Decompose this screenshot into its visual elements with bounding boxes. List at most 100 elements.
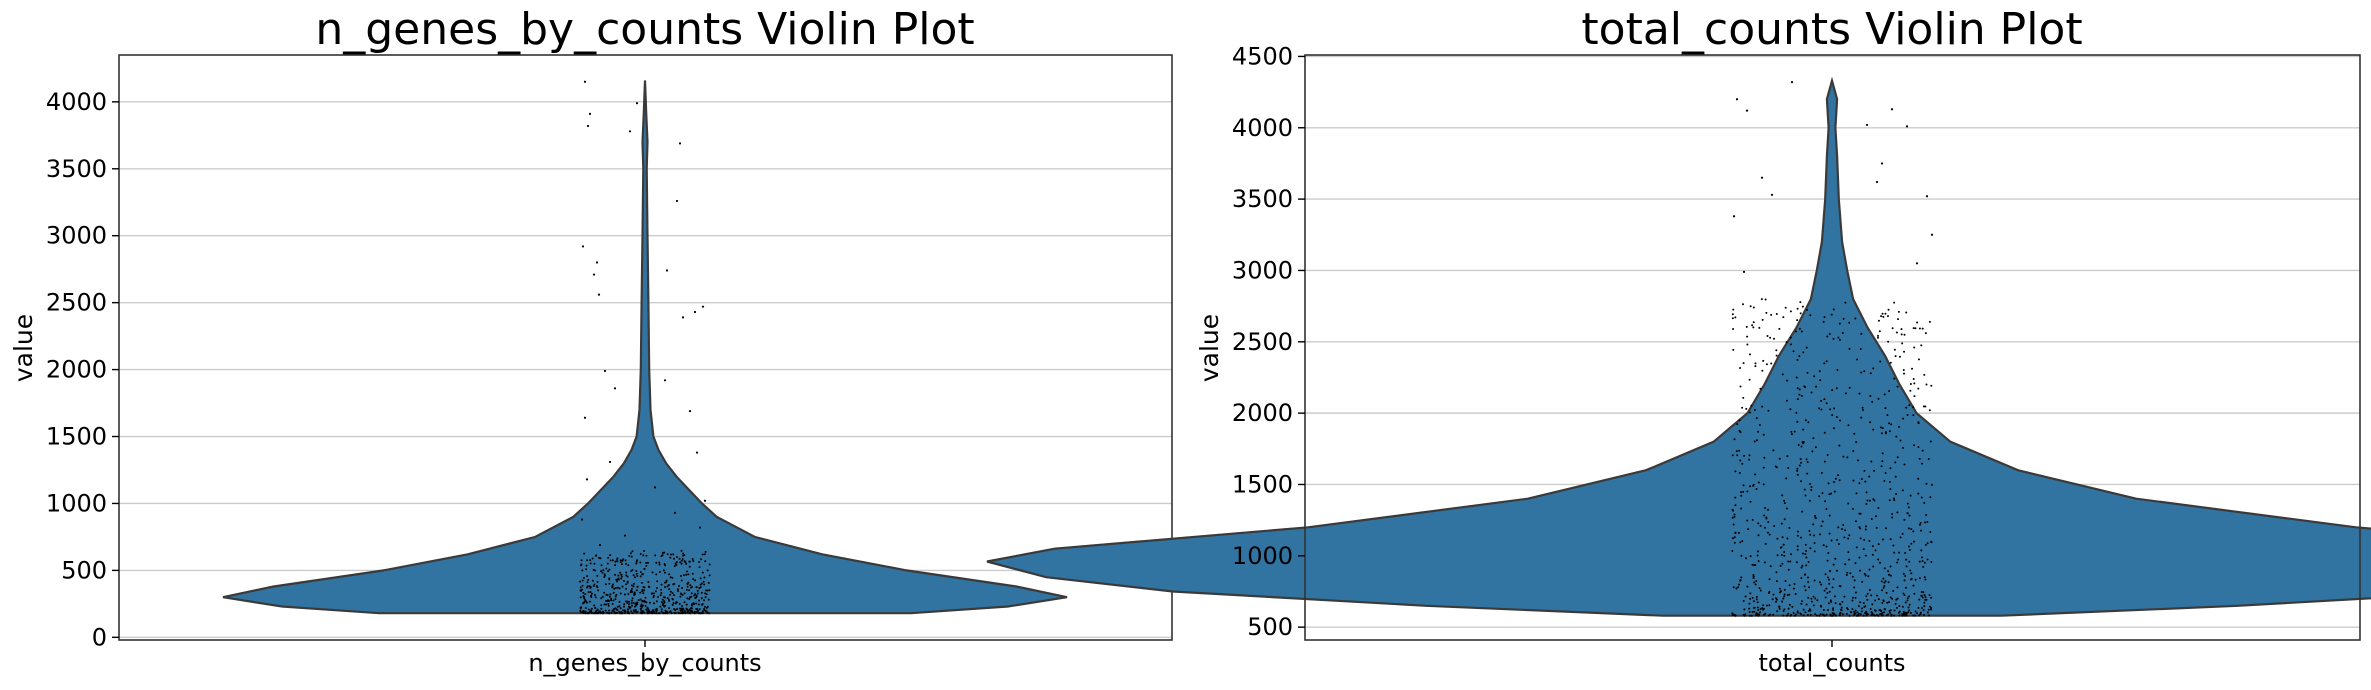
data-point xyxy=(673,511,677,514)
data-point xyxy=(1793,430,1796,433)
data-point xyxy=(1748,610,1751,613)
data-point xyxy=(639,571,642,574)
data-point xyxy=(1771,598,1774,601)
data-point xyxy=(1923,576,1926,579)
data-point xyxy=(1795,376,1798,379)
data-point xyxy=(579,609,582,612)
data-point xyxy=(1871,613,1874,616)
data-point xyxy=(1879,609,1882,612)
data-point xyxy=(1801,305,1804,308)
data-point xyxy=(1914,614,1917,617)
data-point xyxy=(1797,444,1800,447)
data-point xyxy=(589,591,592,594)
data-point xyxy=(1895,331,1898,334)
data-point xyxy=(651,609,654,612)
data-point xyxy=(1732,308,1735,311)
data-point xyxy=(685,562,688,565)
data-point xyxy=(1806,472,1809,475)
data-point xyxy=(606,611,609,614)
data-point xyxy=(1857,605,1860,608)
data-point xyxy=(1790,433,1793,436)
data-point xyxy=(1749,411,1752,414)
data-point xyxy=(1889,565,1892,568)
data-point xyxy=(1837,526,1840,529)
data-point xyxy=(586,612,589,615)
data-point xyxy=(1880,315,1883,318)
data-point xyxy=(693,594,696,597)
data-point xyxy=(1829,599,1832,602)
data-point xyxy=(1731,516,1734,519)
data-point xyxy=(1764,507,1767,510)
data-point xyxy=(1760,176,1764,179)
data-point xyxy=(679,561,682,564)
data-point xyxy=(628,554,631,557)
data-point xyxy=(1889,467,1892,470)
data-point xyxy=(1753,606,1756,609)
data-point xyxy=(1848,347,1851,350)
data-point xyxy=(1740,554,1743,557)
data-point xyxy=(1893,377,1896,380)
data-point xyxy=(1908,560,1911,563)
data-point xyxy=(1775,580,1778,583)
data-point xyxy=(1916,612,1919,615)
data-point xyxy=(1873,609,1876,612)
data-point xyxy=(1880,613,1883,616)
data-point xyxy=(1825,360,1828,363)
data-point xyxy=(1746,519,1749,522)
data-point xyxy=(1914,578,1917,581)
data-point xyxy=(1904,586,1907,589)
data-point xyxy=(1770,362,1773,365)
data-point xyxy=(1826,608,1829,611)
data-point xyxy=(1762,466,1765,469)
data-point xyxy=(1804,611,1807,614)
data-point xyxy=(586,581,589,584)
data-point xyxy=(665,579,668,582)
data-point xyxy=(1918,327,1921,330)
data-point xyxy=(1830,614,1833,617)
y-tick-label: 4000 xyxy=(46,88,107,116)
data-point xyxy=(1765,517,1768,520)
data-point xyxy=(1757,522,1760,525)
data-point xyxy=(1889,611,1892,614)
data-point xyxy=(641,612,644,615)
data-point xyxy=(1790,553,1793,556)
data-point xyxy=(1913,540,1916,543)
data-point xyxy=(1807,609,1810,612)
data-point xyxy=(1830,539,1833,542)
data-point xyxy=(696,589,699,592)
data-point xyxy=(695,595,698,598)
data-point xyxy=(1880,162,1884,165)
data-point xyxy=(1887,601,1890,604)
data-point xyxy=(594,606,597,609)
data-point xyxy=(647,580,650,583)
data-point xyxy=(698,566,701,569)
data-point xyxy=(1732,523,1735,526)
data-point xyxy=(1752,321,1755,324)
data-point xyxy=(635,562,638,565)
data-point xyxy=(1822,544,1825,547)
data-point xyxy=(695,607,698,610)
data-point xyxy=(625,583,628,586)
data-point xyxy=(620,611,623,614)
data-point xyxy=(1868,588,1871,591)
data-point xyxy=(1807,581,1810,584)
data-point xyxy=(1755,614,1758,617)
data-point xyxy=(1805,346,1808,349)
data-point xyxy=(630,590,633,593)
data-point xyxy=(595,261,599,264)
data-point xyxy=(1775,466,1778,469)
data-point xyxy=(1781,373,1784,376)
data-point xyxy=(625,600,628,603)
data-point xyxy=(1875,613,1878,616)
data-point xyxy=(1800,577,1803,580)
data-point xyxy=(635,589,638,592)
data-point xyxy=(612,583,615,586)
data-point xyxy=(1901,342,1904,345)
data-point xyxy=(671,576,674,579)
data-point xyxy=(596,586,599,589)
data-point xyxy=(690,603,693,606)
data-point xyxy=(691,611,694,614)
data-point xyxy=(603,369,607,373)
data-point xyxy=(676,601,679,604)
data-point xyxy=(1749,592,1752,595)
